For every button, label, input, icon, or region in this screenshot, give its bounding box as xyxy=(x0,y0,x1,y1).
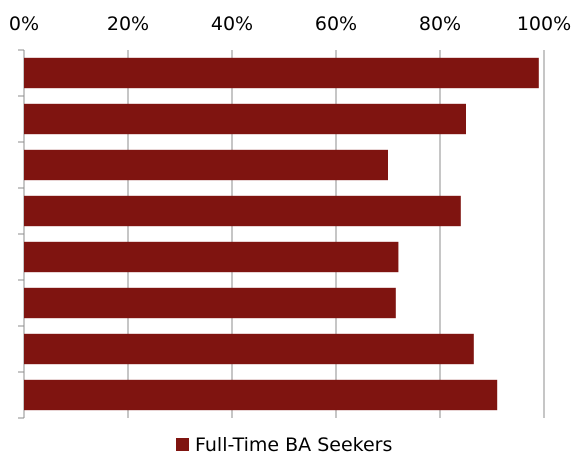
legend-swatch xyxy=(176,438,189,451)
x-tick-label: 60% xyxy=(315,13,357,35)
x-tick-label: 40% xyxy=(211,13,253,35)
legend: Full-Time BA Seekers xyxy=(176,434,392,456)
bar xyxy=(24,149,388,181)
bar xyxy=(24,287,396,319)
bar xyxy=(24,195,461,227)
bar xyxy=(24,379,498,411)
x-tick-labels: 0% 20% 40% 60% 80% 100% xyxy=(9,13,571,35)
bar xyxy=(24,103,466,135)
legend-label: Full-Time BA Seekers xyxy=(195,434,392,456)
x-tick-label: 80% xyxy=(419,13,461,35)
x-tick-label: 100% xyxy=(517,13,571,35)
x-tick-label: 20% xyxy=(107,13,149,35)
x-tick-label: 0% xyxy=(9,13,39,35)
bars xyxy=(24,57,539,411)
axes xyxy=(18,49,25,419)
bar xyxy=(24,241,399,273)
bar xyxy=(24,57,539,89)
bar xyxy=(24,333,474,365)
